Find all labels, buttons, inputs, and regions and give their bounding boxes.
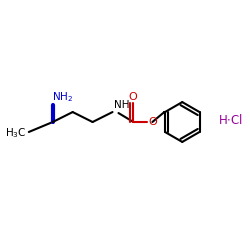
Text: H$\cdot$Cl: H$\cdot$Cl — [218, 113, 242, 127]
Text: O: O — [128, 92, 137, 102]
Text: H$_3$C: H$_3$C — [5, 126, 27, 140]
Text: O: O — [148, 117, 157, 127]
Text: NH: NH — [114, 100, 129, 110]
Text: NH$_2$: NH$_2$ — [52, 90, 73, 104]
